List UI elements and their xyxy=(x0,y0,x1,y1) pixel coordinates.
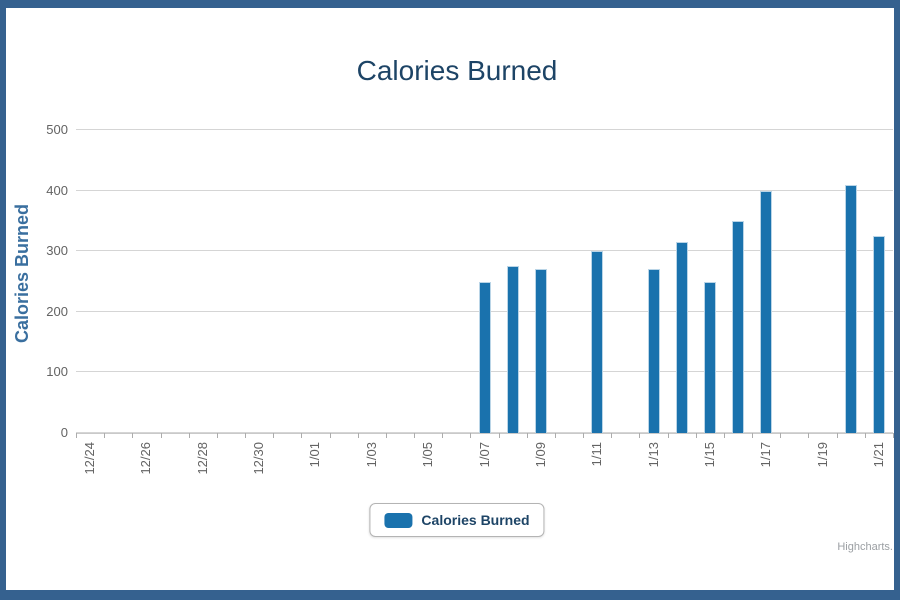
x-axis-tick-label: 12/26 xyxy=(138,442,154,475)
x-axis-tick-label: 1/19 xyxy=(814,442,830,468)
y-axis-tick-label: 300 xyxy=(46,243,68,259)
bar-1-20[interactable] xyxy=(844,184,857,433)
x-axis-tick-label: 1/11 xyxy=(589,442,605,467)
legend-label: Calories Burned xyxy=(421,512,530,528)
credits-link[interactable]: Highcharts. xyxy=(837,541,893,553)
legend-swatch-icon xyxy=(384,512,413,528)
x-axis-tick xyxy=(104,433,106,438)
x-axis-tick-label: 12/24 xyxy=(82,442,98,475)
x-axis-tick xyxy=(76,433,77,438)
x-axis-tick xyxy=(526,433,528,438)
x-axis-tick-label: 1/01 xyxy=(307,442,323,468)
x-axis-tick xyxy=(667,433,669,438)
gridline xyxy=(76,250,893,252)
x-axis-tick-label: 1/07 xyxy=(476,442,492,468)
bar-1-16[interactable] xyxy=(732,220,745,433)
x-axis-tick xyxy=(216,433,218,438)
x-axis-tick xyxy=(357,433,359,438)
x-axis-tick-label: 1/09 xyxy=(532,442,548,468)
x-axis-tick xyxy=(836,433,838,438)
x-axis-tick xyxy=(752,433,754,438)
gridline xyxy=(76,189,893,191)
x-axis-tick-label: 1/13 xyxy=(645,442,661,468)
y-axis-tick-label: 100 xyxy=(46,364,68,380)
x-axis-labels: 12/24 12/26 12/28 12/30 1/01 1/03 1/05 1/07 1/09… xyxy=(76,442,893,504)
x-axis-tick xyxy=(414,433,416,438)
bar-1-11[interactable] xyxy=(591,251,604,433)
x-axis-tick xyxy=(329,433,331,438)
bar-1-07[interactable] xyxy=(478,281,491,433)
x-axis-tick xyxy=(554,433,556,438)
gridline xyxy=(76,129,893,130)
x-axis-tick-label: 1/05 xyxy=(420,442,436,468)
plot-area xyxy=(76,129,894,438)
y-axis-tick-label: 200 xyxy=(46,303,68,319)
y-axis-labels: 0 100 200 300 400 500 xyxy=(6,122,68,440)
x-axis-tick xyxy=(611,433,613,438)
x-axis-tick-label: 1/03 xyxy=(363,442,379,468)
x-axis-tick xyxy=(639,433,641,438)
x-axis-tick xyxy=(160,433,162,438)
x-axis-tick-label: 1/17 xyxy=(758,442,774,468)
x-axis-tick xyxy=(780,433,782,438)
x-axis-tick xyxy=(442,433,444,438)
x-axis-tick xyxy=(723,433,725,438)
x-axis-tick xyxy=(245,433,247,438)
x-axis-tick xyxy=(583,433,585,438)
y-axis-tick-label: 0 xyxy=(60,425,68,440)
x-axis-tick xyxy=(132,433,134,438)
x-axis-tick-label: 1/15 xyxy=(701,442,717,468)
y-axis-tick-label: 500 xyxy=(46,122,68,137)
bar-1-17[interactable] xyxy=(760,190,773,433)
bar-1-14[interactable] xyxy=(675,242,688,433)
chart-title: Calories Burned xyxy=(356,55,558,86)
x-axis-tick-label: 12/30 xyxy=(251,442,267,475)
calories-burned-chart: Calories Burned Calories Burned 0 100 200 3… xyxy=(6,8,894,590)
bar-1-13[interactable] xyxy=(647,269,660,433)
x-axis-tick xyxy=(864,433,866,438)
bar-1-15[interactable] xyxy=(703,281,716,433)
bar-1-09[interactable] xyxy=(534,269,547,433)
x-axis-tick xyxy=(273,433,275,438)
y-axis-tick-label: 400 xyxy=(46,182,68,198)
x-axis-tick-label: 12/28 xyxy=(194,442,210,475)
x-axis-tick xyxy=(498,433,500,438)
bar-1-21[interactable] xyxy=(872,236,885,433)
bar-1-08[interactable] xyxy=(506,266,519,433)
x-axis-tick-label: 1/21 xyxy=(870,442,886,468)
x-axis-tick xyxy=(893,433,894,438)
x-axis-tick xyxy=(385,433,387,438)
x-axis-tick xyxy=(808,433,810,438)
x-axis-tick xyxy=(301,433,303,438)
x-axis-tick xyxy=(188,433,190,438)
legend-item[interactable]: Calories Burned xyxy=(369,503,545,537)
x-axis-tick xyxy=(470,433,472,438)
x-axis-tick xyxy=(695,433,697,438)
